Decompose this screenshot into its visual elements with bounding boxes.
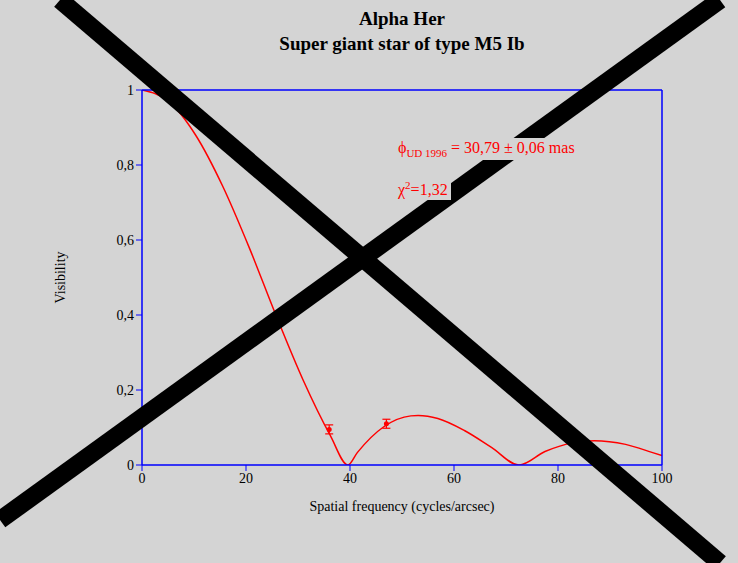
html-text:χ2=1,32: χ2=1,32 <box>398 179 448 199</box>
html-text:Alpha Her: Alpha Her <box>359 8 445 29</box>
svg-text:0: 0 <box>139 471 146 486</box>
svg-text:60: 60 <box>447 471 461 486</box>
svg-text:0,6: 0,6 <box>117 233 135 248</box>
svg-text:1: 1 <box>127 83 134 98</box>
svg-text:0,4: 0,4 <box>117 308 135 323</box>
html-text:ϕUD 1996= 30,79 ± 0,06 mas: ϕUD 1996= 30,79 ± 0,06 mas <box>398 139 575 160</box>
svg-text:40: 40 <box>343 471 357 486</box>
svg-text:80: 80 <box>551 471 565 486</box>
svg-text:0: 0 <box>127 458 134 473</box>
svg-text:20: 20 <box>239 471 253 486</box>
svg-text:0,8: 0,8 <box>117 158 135 173</box>
svg-text:Spatial frequency (cycles/arcs: Spatial frequency (cycles/arcsec) <box>309 499 494 515</box>
html-text:Super giant star of type M5 Ib: Super giant star of type M5 Ib <box>279 33 525 54</box>
svg-text:0,2: 0,2 <box>117 383 135 398</box>
svg-text:100: 100 <box>652 471 673 486</box>
svg-text:Visibility: Visibility <box>53 251 68 303</box>
